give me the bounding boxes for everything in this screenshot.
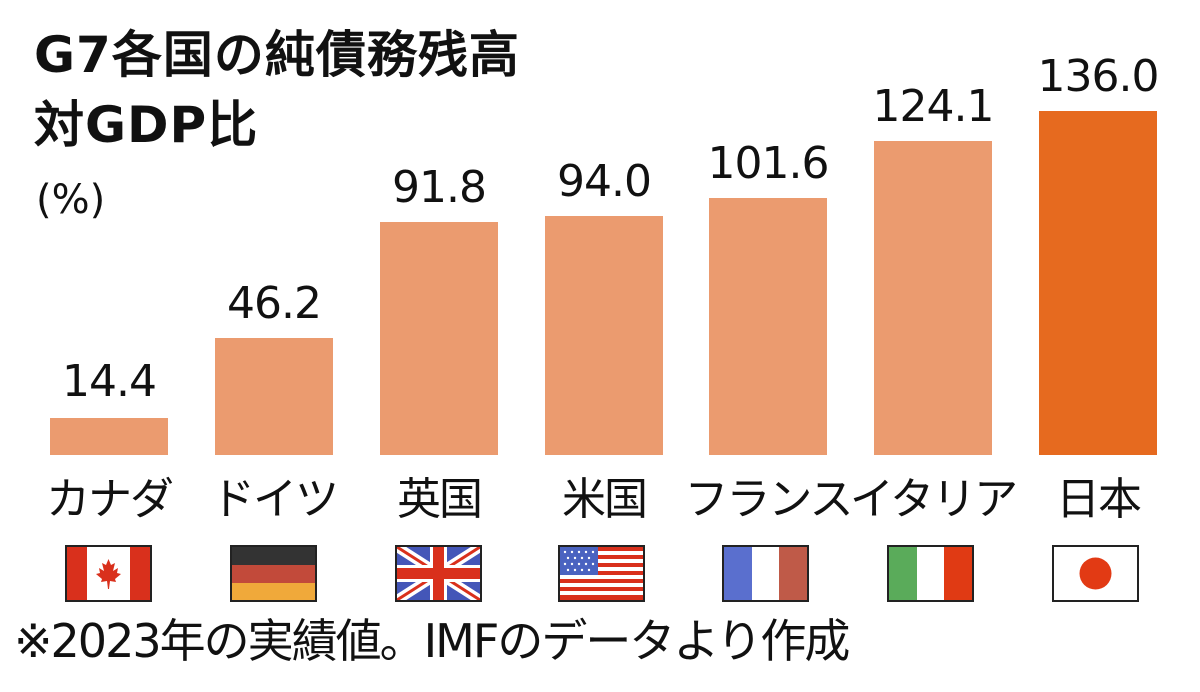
bar-uk bbox=[380, 222, 498, 455]
category-label: カナダ bbox=[46, 474, 174, 525]
category-label: ドイツ bbox=[211, 474, 339, 525]
uk-flag-icon bbox=[395, 545, 482, 602]
category-label: イタリア bbox=[849, 474, 1018, 525]
value-label: 124.1 bbox=[872, 81, 995, 132]
chart-title-line2: 対GDP比 bbox=[34, 96, 259, 154]
value-label: 91.8 bbox=[392, 162, 487, 213]
value-label: 136.0 bbox=[1037, 51, 1160, 102]
value-label: 46.2 bbox=[227, 278, 322, 329]
france-flag-icon bbox=[722, 545, 809, 602]
category-label: 英国 bbox=[397, 474, 483, 525]
bar-france bbox=[709, 198, 827, 455]
value-label: 101.6 bbox=[707, 138, 830, 189]
bar-canada bbox=[50, 418, 168, 455]
italy-flag-icon bbox=[887, 545, 974, 602]
germany-flag-icon bbox=[230, 545, 317, 602]
bar-japan bbox=[1039, 111, 1157, 455]
footnote: ※2023年の実績値。IMFのデータより作成 bbox=[14, 614, 850, 668]
japan-flag-icon bbox=[1052, 545, 1139, 602]
value-label: 94.0 bbox=[557, 156, 652, 207]
category-label: 米国 bbox=[562, 474, 648, 525]
usa-flag-icon bbox=[558, 545, 645, 602]
category-label: 日本 bbox=[1056, 474, 1142, 525]
value-label: 14.4 bbox=[62, 356, 157, 407]
chart-title-line1: G7各国の純債務残高 bbox=[34, 26, 520, 84]
bar-usa bbox=[545, 216, 663, 455]
category-label: フランス bbox=[684, 474, 853, 525]
bar-germany bbox=[215, 338, 333, 455]
bar-italy bbox=[874, 141, 992, 455]
canada-flag-icon bbox=[65, 545, 152, 602]
unit-label: (%) bbox=[36, 177, 106, 223]
